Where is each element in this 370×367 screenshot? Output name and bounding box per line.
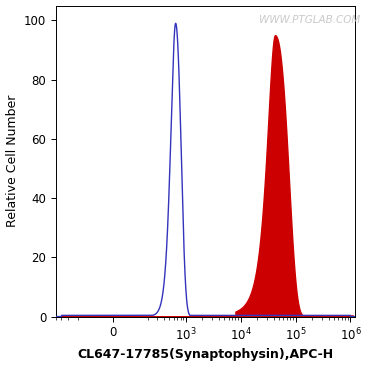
Text: WWW.PTGLAB.COM: WWW.PTGLAB.COM: [259, 15, 361, 25]
Y-axis label: Relative Cell Number: Relative Cell Number: [6, 95, 18, 227]
X-axis label: CL647-17785(Synaptophysin),APC-H: CL647-17785(Synaptophysin),APC-H: [77, 348, 333, 361]
